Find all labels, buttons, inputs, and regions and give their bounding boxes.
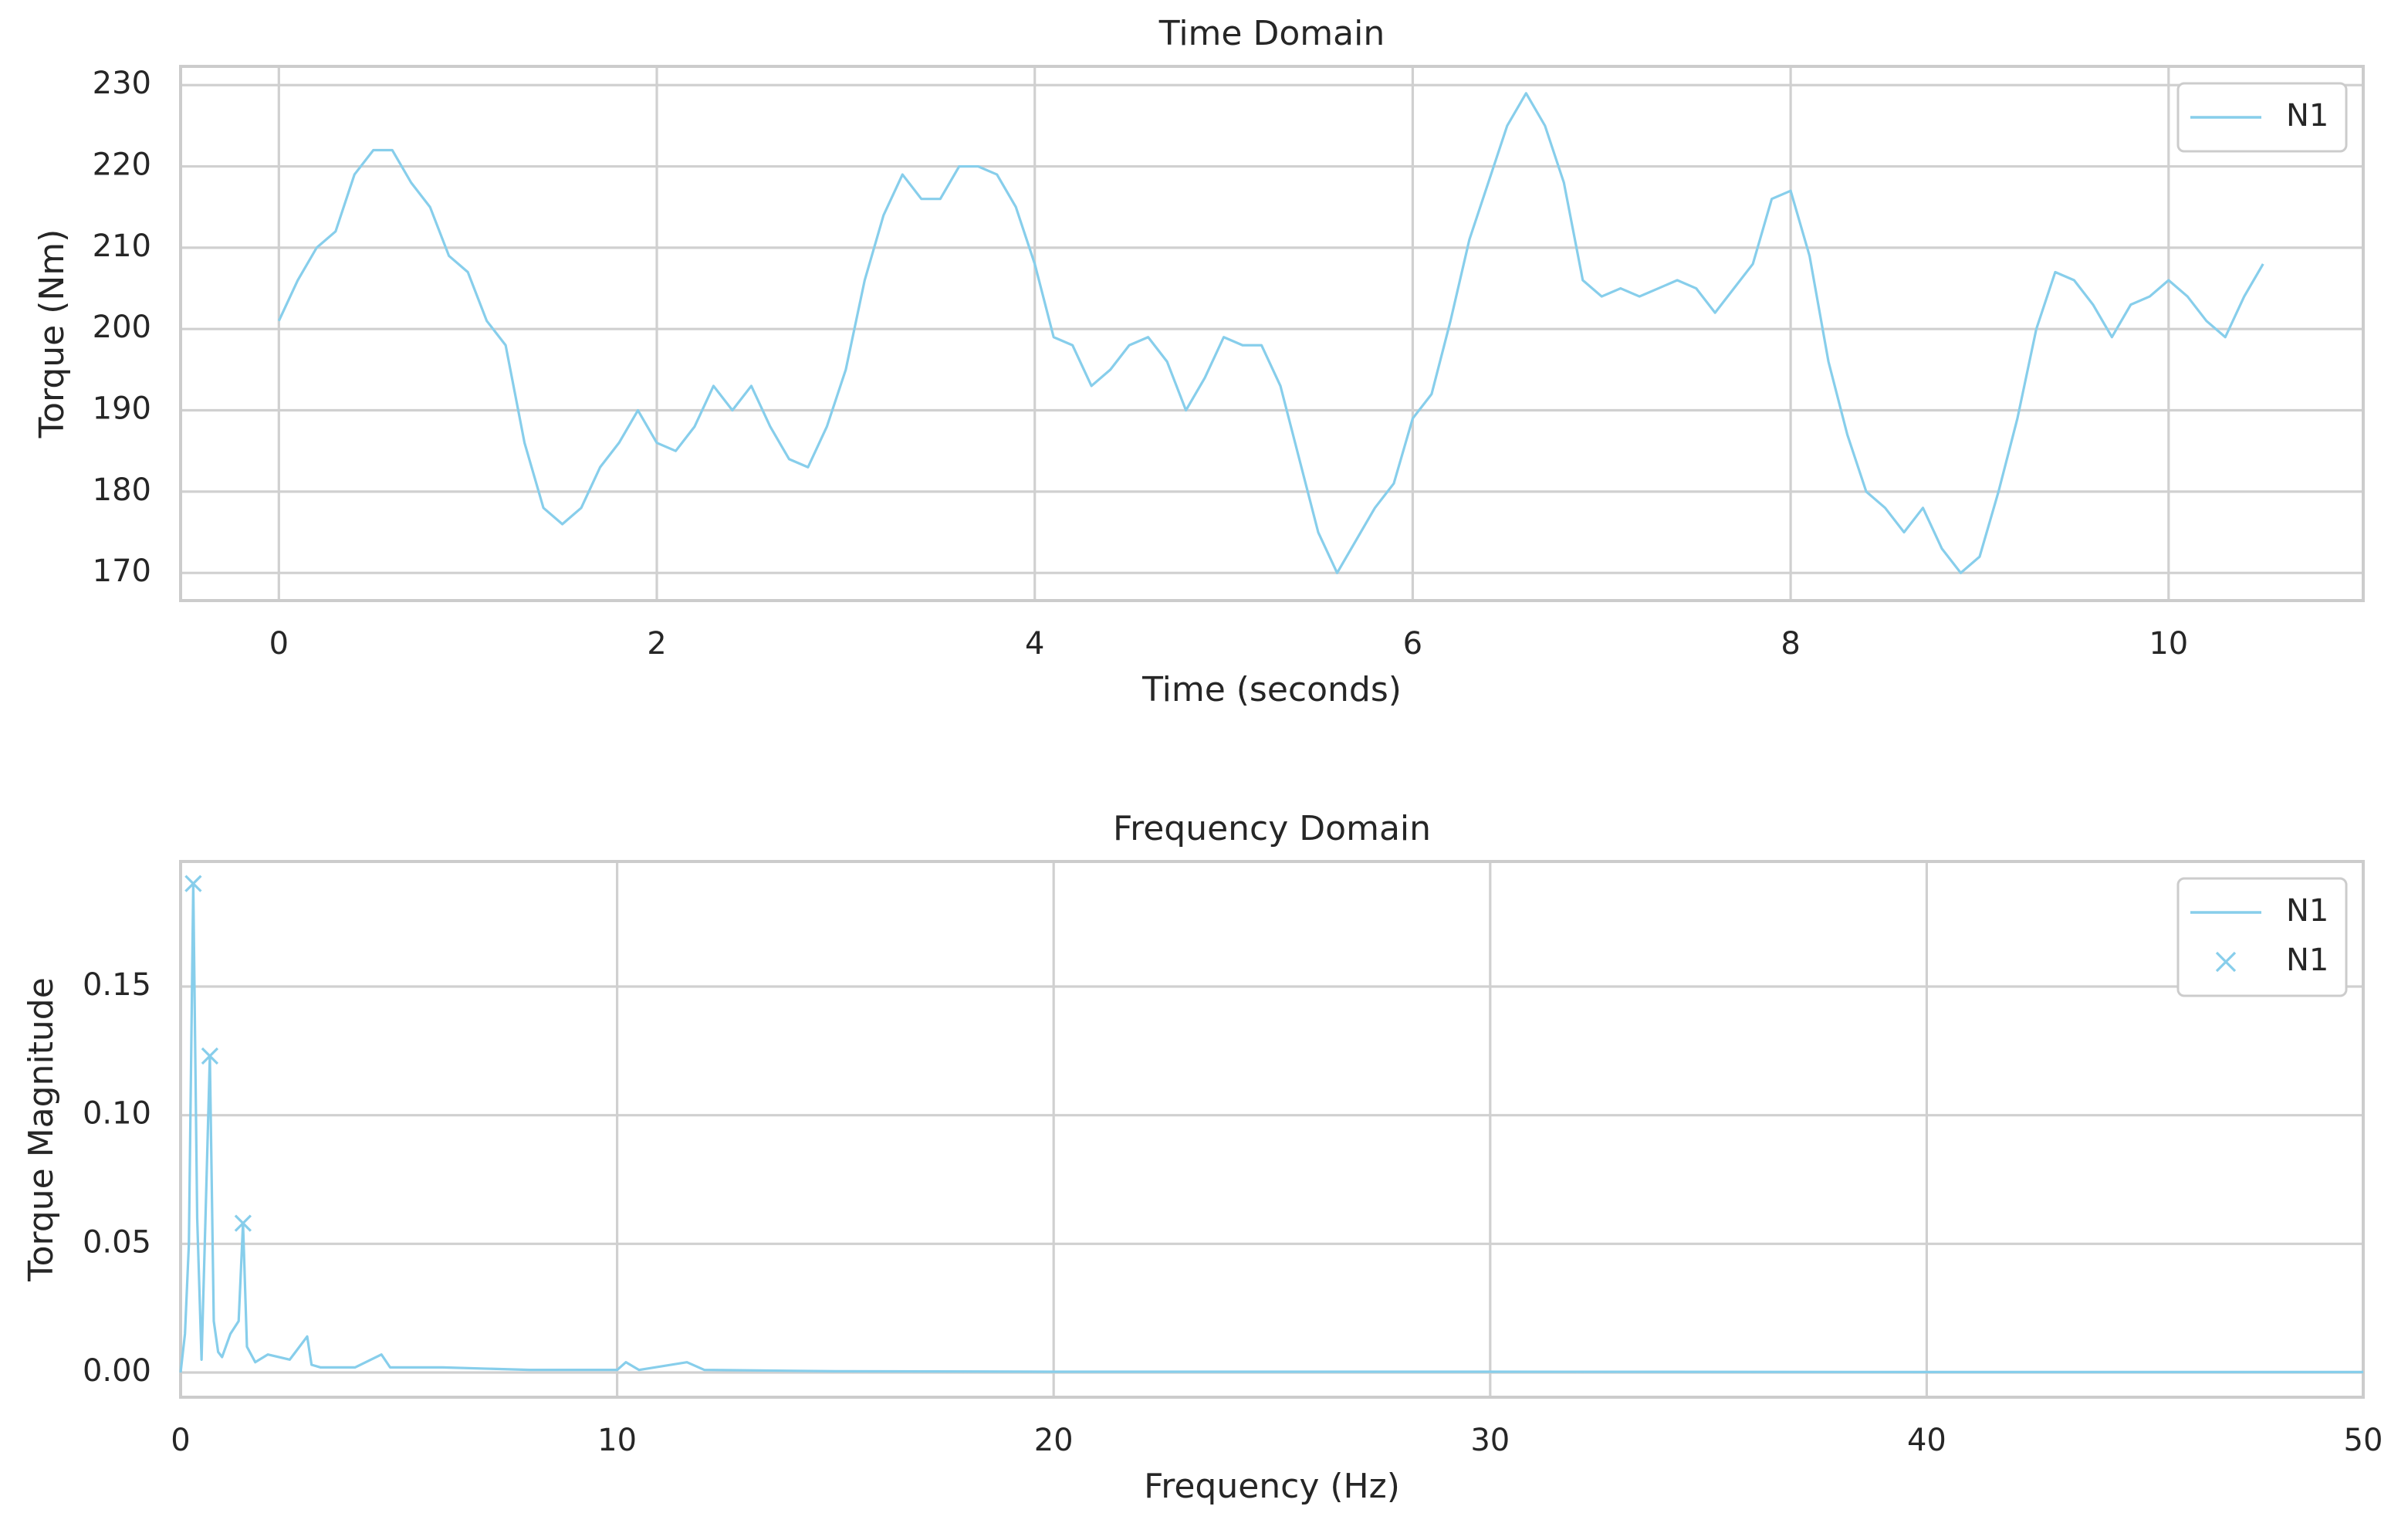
- peak-marker: [234, 1214, 252, 1232]
- x-tick-label: 2: [647, 626, 666, 662]
- y-tick-label: 190: [93, 391, 151, 427]
- x-tick-label: 10: [2149, 626, 2188, 662]
- x-tick-label: 10: [597, 1423, 637, 1458]
- legend-label: N1: [2286, 943, 2329, 978]
- y-tick-label: 0.15: [83, 967, 151, 1003]
- peak-marker: [201, 1047, 219, 1065]
- x-tick-label: 20: [1034, 1423, 1074, 1458]
- series-line: [179, 882, 2363, 1373]
- y-tick-label: 0.00: [83, 1353, 151, 1389]
- y-axis-label: Torque (Nm): [32, 229, 72, 439]
- peak-marker: [184, 875, 202, 892]
- y-tick-label: 220: [93, 147, 151, 183]
- y-axis-label: Torque Magnitude: [22, 977, 61, 1282]
- panel: Time Domain Time (seconds) Torque (Nm) 0 2 4 6…: [32, 14, 2365, 709]
- plot-frame: [179, 860, 2365, 1399]
- y-tick-label: 170: [93, 553, 151, 589]
- x-tick-label: 0: [269, 626, 289, 662]
- y-tick-label: 210: [93, 228, 151, 264]
- panel: Frequency Domain Frequency (Hz) Torque Mag…: [22, 809, 2383, 1506]
- y-tick-label: 0.10: [83, 1096, 151, 1132]
- chart-title: Time Domain: [1158, 14, 1385, 53]
- x-tick-label: 6: [1403, 626, 1422, 662]
- legend-label: N1: [2286, 98, 2329, 134]
- y-tick-label: 200: [93, 310, 151, 345]
- y-tick-label: 230: [93, 66, 151, 101]
- x-tick-label: 8: [1781, 626, 1800, 662]
- x-tick-label: 50: [2344, 1423, 2383, 1458]
- plot-frame: [179, 65, 2365, 602]
- series-line: [277, 92, 2264, 574]
- x-tick-label: 0: [171, 1423, 190, 1458]
- legend-marker: [2215, 951, 2237, 973]
- x-axis-label: Time (seconds): [1141, 670, 1402, 709]
- x-axis-label: Frequency (Hz): [1144, 1467, 1400, 1506]
- x-tick-label: 4: [1025, 626, 1044, 662]
- x-tick-label: 40: [1907, 1423, 1946, 1458]
- legend-label: N1: [2286, 893, 2329, 929]
- x-tick-label: 30: [1470, 1423, 1510, 1458]
- y-tick-label: 180: [93, 472, 151, 508]
- y-tick-label: 0.05: [83, 1224, 151, 1260]
- chart-title: Frequency Domain: [1113, 809, 1431, 848]
- legend-box: [2176, 82, 2348, 153]
